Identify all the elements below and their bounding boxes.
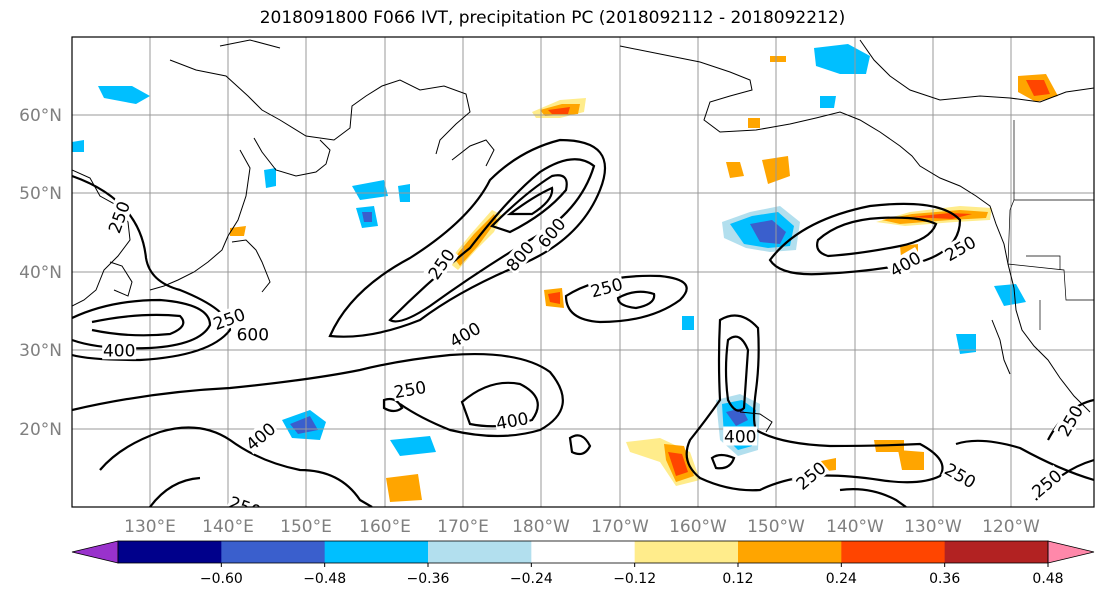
lon-label: 170°W [591, 517, 649, 537]
map-title: 2018091800 F066 IVT, precipitation PC (2… [259, 8, 846, 28]
colorbar-tick-label: −0.12 [613, 571, 656, 587]
contour-label-bg [885, 247, 925, 281]
contour-label-bg [391, 376, 429, 402]
colorbar-tick-label: −0.36 [407, 571, 450, 587]
lon-label: 130°W [904, 517, 962, 537]
contour-label-bg [209, 303, 249, 334]
lon-label: 120°W [982, 517, 1040, 537]
colorbar-segment [738, 541, 842, 563]
country-borders [1007, 120, 1094, 330]
contour-label-bg [1027, 464, 1066, 502]
colorbar-frame [117, 540, 1049, 564]
latitude-labels: 60°N 50°N 40°N 30°N 20°N [19, 106, 62, 440]
contour-label-bg [587, 273, 626, 301]
contour-label-bg [235, 324, 270, 344]
contour-label-bg [445, 317, 485, 351]
lon-label: 150°E [280, 517, 332, 537]
lat-label: 50°N [19, 184, 62, 204]
contour-label-bg [493, 408, 531, 433]
contour-label: 400 [724, 428, 756, 448]
ivt-contours [72, 138, 1094, 507]
colorbar-segment [324, 541, 429, 563]
map-frame [71, 36, 1095, 508]
colorbar-segment [531, 541, 636, 563]
contour-label-bg [102, 340, 137, 360]
coastlines [72, 39, 1094, 433]
colorbar-tick-label: −0.48 [303, 571, 346, 587]
colorbar-segment [428, 541, 532, 563]
lat-label: 60°N [19, 106, 62, 126]
contour-label-bg [103, 197, 134, 237]
colorbar-tick-label: −0.24 [510, 571, 553, 587]
colorbar-tick-label: 0.24 [826, 571, 857, 587]
contour-label-bg [501, 236, 538, 276]
contour-label-bg [532, 213, 570, 252]
contour-label-bg [423, 244, 459, 284]
lon-label: 140°W [826, 517, 884, 537]
contour-label-bg [940, 231, 980, 265]
contour-label-bg [723, 426, 758, 446]
contour-label-bg [941, 458, 981, 492]
lat-label: 20°N [19, 420, 62, 440]
lon-label: 160°E [359, 517, 411, 537]
lon-label: 130°E [124, 517, 176, 537]
colorbar-tick-label: 0.12 [722, 571, 753, 587]
contour-label-bg [1053, 401, 1087, 441]
contour-label-bg [791, 457, 830, 494]
colorbar: −0.60 −0.48 −0.36 −0.24 −0.12 0.12 0.24 0.36 0.4… [71, 540, 1095, 587]
lon-label: 150°W [747, 517, 805, 537]
colorbar-segment [634, 541, 739, 563]
colorbar-extend-low [71, 540, 119, 564]
lon-label: 180°W [512, 517, 570, 537]
contour-label: 600 [237, 326, 269, 346]
longitude-labels: 130°E 140°E 150°E 160°E 170°E 180°W 170°… [124, 517, 1040, 537]
lon-label: 170°E [437, 517, 489, 537]
colorbar-segment [118, 541, 222, 563]
colorbar-extend-high [1047, 540, 1095, 564]
colorbar-tick-label: −0.60 [200, 571, 243, 587]
lat-label: 40°N [19, 263, 62, 283]
colorbar-segment [944, 541, 1049, 563]
colorbar-segment [221, 541, 326, 563]
colorbar-segment [841, 541, 946, 563]
contour-label-bg [241, 417, 280, 455]
lon-label: 140°E [202, 517, 254, 537]
lat-label: 30°N [19, 341, 62, 361]
colorbar-tick-label: 0.48 [1032, 571, 1063, 587]
lon-label: 160°W [669, 517, 727, 537]
contour-label: 400 [103, 341, 135, 361]
colorbar-tick-label: 0.36 [929, 571, 960, 587]
